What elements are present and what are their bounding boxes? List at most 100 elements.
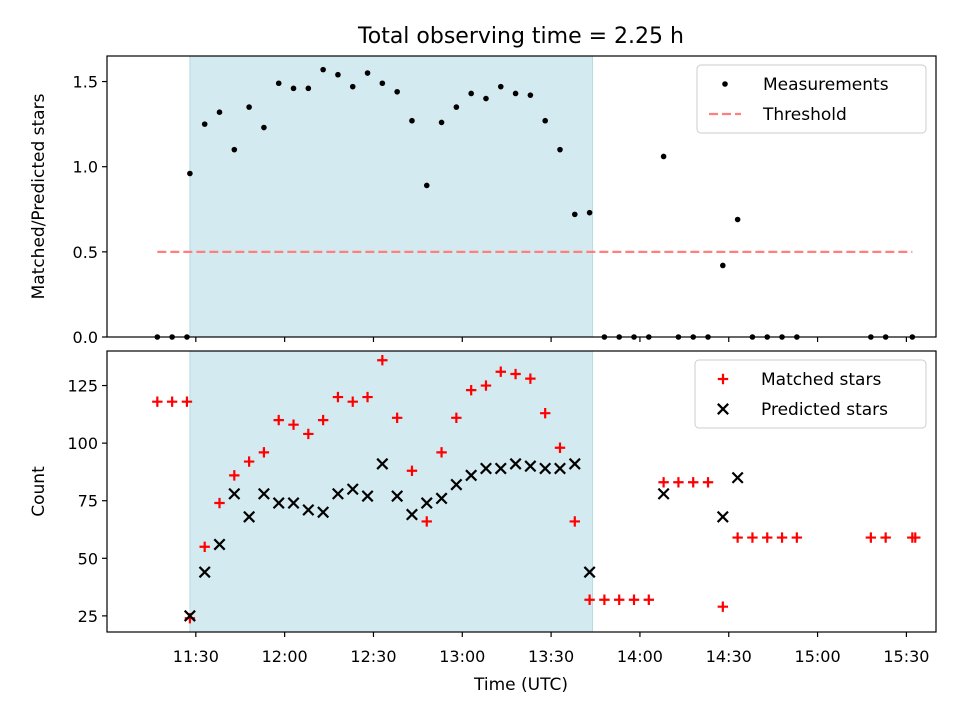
legend-swatch (722, 81, 728, 87)
matched-stars-point (865, 532, 877, 543)
measurement-point (201, 121, 208, 127)
matched-stars-point (362, 391, 373, 403)
matched-stars-point (658, 477, 669, 488)
matched-stars-point (451, 412, 462, 423)
matched-stars-point (166, 396, 178, 407)
predicted-stars-point (494, 462, 507, 475)
matched-stars-point (480, 380, 492, 391)
matched-stars-point (569, 516, 580, 527)
matched-stars-point (377, 355, 388, 366)
matched-stars-point (317, 414, 329, 426)
measurement-point (527, 92, 534, 98)
matched-stars-point (495, 366, 506, 377)
predicted-stars-point (183, 609, 196, 622)
x-tick-label: 14:30 (706, 647, 752, 666)
predicted-stars-point (287, 497, 300, 509)
legend-swatch (717, 403, 729, 415)
matched-stars-point (273, 414, 284, 426)
predicted-stars-point (465, 469, 478, 482)
predicted-stars-point (405, 508, 418, 521)
matched-stars-point (465, 384, 477, 396)
x-tick-label: 13:30 (528, 647, 574, 666)
chart-title: Total observing time = 2.25 h (357, 24, 684, 49)
matched-stars-point (702, 477, 714, 488)
y-tick-label: 0.5 (73, 243, 98, 262)
measurement-point (512, 90, 519, 97)
matched-stars-point (199, 541, 210, 552)
predicted-stars-point (391, 490, 404, 503)
x-axis-label: Time (UTC) (473, 675, 568, 695)
matched-stars-point (554, 442, 566, 453)
matched-stars-point (525, 373, 536, 384)
matched-stars-point (152, 396, 163, 407)
matched-stars-point (599, 594, 610, 605)
predicted-stars-point (361, 490, 374, 503)
predicted-stars-point (272, 497, 285, 509)
matched-stars-point (643, 594, 655, 605)
measurement-point (468, 90, 474, 97)
measurement-point (720, 262, 726, 269)
bottom-panel: 25 50 75 100 125 Count Matched stars Predicted … (29, 350, 937, 637)
predicted-stars-point (435, 492, 448, 505)
measurement-point (246, 104, 252, 110)
matched-stars-point (288, 419, 299, 430)
x-tick-label: 15:00 (795, 647, 841, 666)
axes-frame (106, 55, 937, 338)
matched-stars-point (243, 456, 255, 467)
predicted-stars-point (243, 510, 256, 523)
legend-label: Matched stars (761, 370, 881, 390)
measurement-point (261, 124, 267, 131)
y-tick-label: 50 (78, 549, 98, 568)
matched-stars-point (776, 532, 788, 543)
measurement-point (364, 70, 371, 76)
measurement-point (320, 66, 326, 73)
predicted-stars-point (257, 487, 270, 500)
measurement-point (497, 83, 504, 90)
predicted-stars-point (450, 478, 463, 491)
matched-stars-point (688, 477, 699, 488)
measurement-point (216, 109, 223, 115)
matched-stars-point (391, 412, 403, 423)
predicted-stars-point (657, 487, 670, 500)
measurement-point (349, 83, 356, 90)
y-tick-label: 100 (67, 434, 98, 453)
y-tick-label: 25 (78, 607, 98, 626)
measurement-point (187, 170, 193, 177)
predicted-stars-point (346, 483, 359, 496)
y-tick-label: 1.5 (73, 73, 98, 92)
observing-window-span (189, 55, 594, 338)
predicted-stars-point (331, 487, 344, 500)
measurement-point (231, 146, 238, 153)
predicted-stars-point (554, 462, 566, 475)
matched-stars-point (406, 465, 418, 476)
predicted-stars-point (479, 462, 492, 475)
x-tick-label: 14:00 (617, 647, 663, 666)
matched-stars-point (747, 532, 758, 543)
matched-stars-point (421, 516, 432, 527)
measurement-point (394, 88, 400, 95)
legend-box (694, 359, 927, 429)
measurement-point (290, 85, 297, 92)
predicted-stars-point (198, 566, 211, 579)
predicted-stars-point (213, 538, 226, 551)
matched-stars-point (628, 594, 640, 605)
matched-stars-point (539, 407, 551, 419)
matched-stars-point (303, 428, 314, 440)
x-tick-label: 12:30 (350, 647, 396, 666)
measurement-point (379, 80, 386, 87)
matched-stars-point (229, 470, 240, 481)
predicted-stars-point (716, 510, 729, 523)
measurement-point (483, 95, 489, 102)
predicted-stars-point (420, 497, 433, 509)
measurement-point (409, 117, 415, 124)
x-tick-label: 13:00 (439, 647, 485, 666)
legend-swatch (717, 373, 729, 385)
predicted-stars-point (583, 566, 596, 579)
observing-window-span (189, 350, 594, 633)
y-tick-label: 125 (67, 377, 98, 396)
legend-label: Predicted stars (761, 400, 888, 420)
matched-stars-point (791, 532, 803, 543)
predicted-stars-point (302, 503, 315, 516)
legend-label: Threshold (762, 105, 847, 125)
